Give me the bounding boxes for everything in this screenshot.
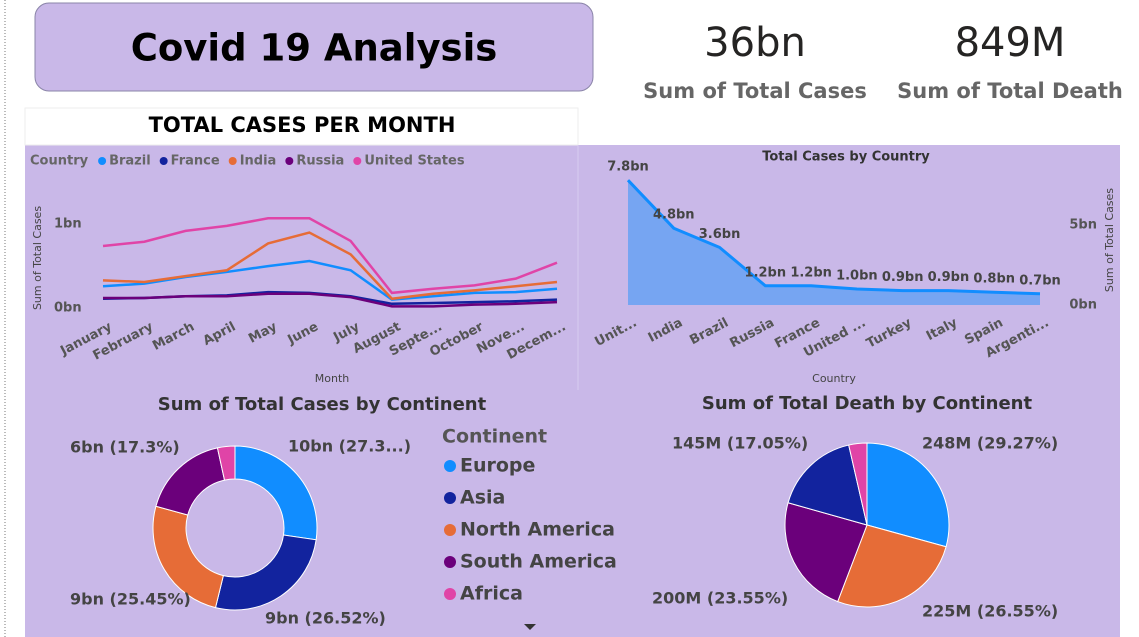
y2-tick-label: 5bn [1069, 218, 1097, 233]
data-label: 1.2bn [745, 265, 787, 280]
series-line [102, 217, 558, 295]
data-label: 145M (17.05%) [672, 434, 808, 453]
data-label: 9bn (26.52%) [265, 609, 386, 628]
chart-title: Total Cases by Country [762, 150, 930, 165]
data-label: 0.8bn [973, 272, 1015, 287]
legend-marker [444, 524, 456, 536]
data-label: 200M (23.55%) [652, 589, 788, 608]
slice [837, 524, 947, 608]
chart-title: TOTAL CASES PER MONTH [149, 113, 456, 137]
x-axis-title: Country [812, 372, 856, 385]
kpi-label: Sum of Total Death [897, 79, 1123, 103]
chart-title: Sum of Total Death by Continent [702, 393, 1033, 414]
y2-axis-title: Sum of Total Cases [1103, 188, 1116, 292]
series-line [103, 292, 558, 308]
legend-label: Europe [460, 455, 535, 477]
slice [866, 442, 950, 548]
kpi-label: Sum of Total Cases [643, 79, 867, 103]
legend-marker [444, 492, 456, 504]
legend-marker [444, 556, 456, 568]
legend-marker [98, 157, 107, 165]
legend-marker [444, 460, 456, 472]
legend-marker [444, 588, 456, 600]
legend-label: South America [460, 551, 617, 573]
legend-marker [353, 157, 362, 165]
slice [216, 445, 236, 481]
legend-label: United States [364, 154, 465, 169]
data-label: 0.9bn [882, 270, 924, 285]
data-label: 1.0bn [836, 269, 878, 284]
legend-label: Brazil [109, 154, 151, 169]
kpi-value: 849M [955, 20, 1066, 66]
data-label: 10bn (27.3...) [288, 437, 411, 456]
legend-marker [285, 157, 294, 165]
legend-label: Russia [296, 154, 344, 169]
data-label: 0.9bn [928, 270, 970, 285]
slice [848, 442, 868, 526]
legend-label: Asia [460, 487, 505, 509]
data-label: 7.8bn [607, 160, 649, 175]
legend-label: France [171, 154, 220, 169]
legend-marker [159, 157, 168, 165]
chart-title: Sum of Total Cases by Continent [158, 394, 487, 415]
data-label: 0.7bn [1019, 273, 1061, 288]
legend-marker [228, 157, 237, 165]
series-line [102, 231, 558, 301]
area-line [626, 179, 1041, 296]
legend-title: Country [30, 154, 89, 169]
slice [214, 534, 317, 611]
kpi-value: 36bn [704, 20, 806, 66]
area-fill [628, 180, 1040, 305]
header-title: Covid 19 Analysis [131, 27, 498, 70]
data-label: 248M (29.27%) [922, 434, 1058, 453]
data-label: 4.8bn [653, 208, 695, 223]
scroll-arrow[interactable] [524, 624, 536, 630]
legend-label: North America [460, 519, 615, 541]
legend-label: India [240, 154, 277, 169]
data-label: 225M (26.55%) [922, 602, 1058, 621]
y-tick-label: 0bn [54, 301, 82, 316]
slice [784, 502, 868, 603]
y-tick-label: 1bn [54, 217, 82, 232]
legend-label: Africa [460, 583, 523, 605]
data-label: 3.6bn [699, 227, 741, 242]
data-label: 1.2bn [790, 265, 832, 280]
data-label: 6bn (17.3%) [70, 438, 180, 457]
title-box [24, 107, 579, 146]
header-box [34, 2, 594, 92]
data-label: 9bn (25.45%) [70, 590, 191, 609]
legend-title: Continent [442, 426, 547, 448]
y-axis-title: Sum of Total Cases [31, 206, 44, 310]
y2-tick-label: 0bn [1069, 298, 1097, 313]
x-axis-title: Month [315, 372, 350, 385]
